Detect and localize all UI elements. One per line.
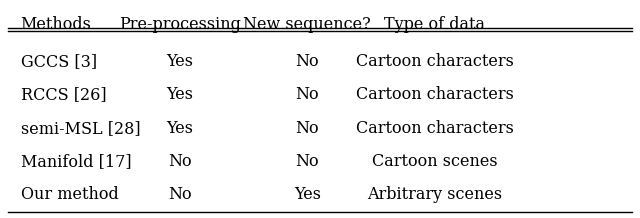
Text: Pre-processing: Pre-processing xyxy=(119,16,241,33)
Text: semi-MSL [28]: semi-MSL [28] xyxy=(20,120,140,137)
Text: No: No xyxy=(168,186,191,203)
Text: GCCS [3]: GCCS [3] xyxy=(20,53,97,70)
Text: No: No xyxy=(296,53,319,70)
Text: Manifold [17]: Manifold [17] xyxy=(20,153,131,170)
Text: RCCS [26]: RCCS [26] xyxy=(20,86,106,103)
Text: New sequence?: New sequence? xyxy=(243,16,371,33)
Text: Cartoon characters: Cartoon characters xyxy=(356,120,514,137)
Text: Cartoon characters: Cartoon characters xyxy=(356,86,514,103)
Text: Cartoon characters: Cartoon characters xyxy=(356,53,514,70)
Text: Type of data: Type of data xyxy=(384,16,485,33)
Text: Yes: Yes xyxy=(294,186,321,203)
Text: Cartoon scenes: Cartoon scenes xyxy=(372,153,497,170)
Text: No: No xyxy=(296,153,319,170)
Text: Arbitrary scenes: Arbitrary scenes xyxy=(367,186,502,203)
Text: Our method: Our method xyxy=(20,186,118,203)
Text: Yes: Yes xyxy=(166,86,193,103)
Text: Yes: Yes xyxy=(166,53,193,70)
Text: Methods: Methods xyxy=(20,16,92,33)
Text: No: No xyxy=(296,86,319,103)
Text: Yes: Yes xyxy=(166,120,193,137)
Text: No: No xyxy=(168,153,191,170)
Text: No: No xyxy=(296,120,319,137)
